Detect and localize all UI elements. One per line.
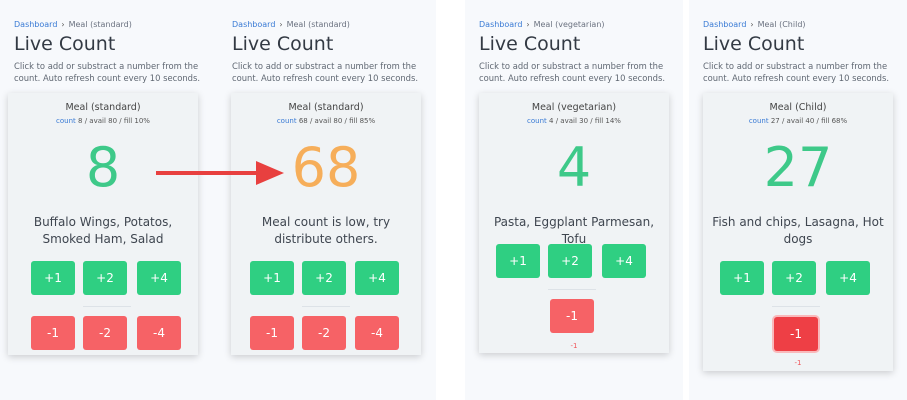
subtract-feedback: -1 [570,342,578,350]
subtract-4-button[interactable]: -4 [137,316,181,350]
breadcrumb-current: Meal (standard) [68,20,132,29]
subtract-2-button[interactable]: -2 [302,316,346,350]
meal-items: Fish and chips, Lasagna, Hot dogs [712,215,884,246]
subtract-4-button[interactable]: -4 [355,316,399,350]
live-count-panel-vegetarian: Dashboard › Meal (vegetarian) Live Count C… [465,0,683,400]
breadcrumb: Dashboard › Meal (vegetarian) [479,20,605,29]
breadcrumb-current: Meal (Child) [757,20,806,29]
add-1-button[interactable]: +1 [720,261,764,295]
breadcrumb-dashboard-link[interactable]: Dashboard [14,20,58,29]
low-count-warning: Meal count is low, try distribute others… [261,215,391,246]
meal-card: Meal (vegetarian) count 4 / avail 30 / f… [479,93,669,353]
live-count-panel-standard-before: Dashboard › Meal (standard) Live Count Cli… [0,0,218,400]
subtract-1-button[interactable]: -1 [550,299,594,333]
breadcrumb-current: Meal (standard) [286,20,350,29]
transition-arrow-icon [156,161,284,185]
count-stats: 4 / avail 30 / fill 14% [549,117,621,125]
meal-items: Buffalo Wings, Potatos, Smoked Ham, Sala… [33,215,173,246]
breadcrumb: Dashboard › Meal (standard) [232,20,350,29]
meal-stats: count 8 / avail 80 / fill 10% [8,117,198,125]
chevron-right-icon: › [61,20,65,29]
count-number: 4 [556,136,592,199]
live-count-panel-child: Dashboard › Meal (Child) Live Count Click … [689,0,907,400]
meal-name: Meal (standard) [65,102,141,113]
meal-name: Meal (Child) [769,102,827,113]
page-description: Click to add or substract a number from … [703,61,889,83]
page-description: Click to add or substract a number from … [479,61,665,83]
add-4-button[interactable]: +4 [137,261,181,295]
page-title: Live Count [703,33,805,55]
add-2-button[interactable]: +2 [83,261,127,295]
meal-card: Meal (Child) count 27 / avail 40 / fill … [703,93,893,371]
add-2-button[interactable]: +2 [548,244,592,278]
count-label: count [276,117,297,125]
meal-items: Pasta, Eggplant Parmesan, Tofu [493,215,655,246]
count-stats: 8 / avail 80 / fill 10% [78,117,150,125]
breadcrumb-current: Meal (vegetarian) [533,20,605,29]
subtract-1-button[interactable]: -1 [31,316,75,350]
chevron-right-icon: › [750,20,754,29]
add-1-button[interactable]: +1 [31,261,75,295]
breadcrumb-dashboard-link[interactable]: Dashboard [232,20,276,29]
subtract-feedback: -1 [794,359,802,367]
meal-name: Meal (vegetarian) [531,102,617,113]
subtract-2-button[interactable]: -2 [83,316,127,350]
chevron-right-icon: › [279,20,283,29]
meal-stats: count 68 / avail 80 / fill 85% [231,117,421,125]
count-number: 27 [763,136,833,199]
page-description: Click to add or substract a number from … [232,61,418,83]
add-2-button[interactable]: +2 [772,261,816,295]
add-4-button[interactable]: +4 [602,244,646,278]
meal-stats: count 4 / avail 30 / fill 14% [479,117,669,125]
add-2-button[interactable]: +2 [302,261,346,295]
subtract-1-button[interactable]: -1 [774,317,818,351]
add-1-button[interactable]: +1 [496,244,540,278]
page-description: Click to add or substract a number from … [14,61,200,83]
meal-stats: count 27 / avail 40 / fill 68% [703,117,893,125]
page-title: Live Count [479,33,581,55]
count-label: count [527,117,547,125]
add-1-button[interactable]: +1 [250,261,294,295]
breadcrumb-dashboard-link[interactable]: Dashboard [479,20,523,29]
subtract-1-button[interactable]: -1 [250,316,294,350]
meal-card: Meal (standard) count 8 / avail 80 / fil… [8,93,198,355]
live-count-panel-standard-after: Dashboard › Meal (standard) Live Count Cli… [218,0,436,400]
page-title: Live Count [232,33,334,55]
button-divider [83,306,131,307]
breadcrumb: Dashboard › Meal (standard) [14,20,132,29]
meal-card: Meal (standard) count 68 / avail 80 / fi… [231,93,421,355]
add-4-button[interactable]: +4 [355,261,399,295]
button-divider [772,306,820,307]
breadcrumb: Dashboard › Meal (Child) [703,20,806,29]
add-4-button[interactable]: +4 [826,261,870,295]
count-stats: 27 / avail 40 / fill 68% [770,117,848,125]
button-divider [548,289,596,290]
count-number: 8 [85,136,121,199]
count-label: count [748,117,769,125]
count-stats: 68 / avail 80 / fill 85% [298,117,376,125]
chevron-right-icon: › [526,20,530,29]
count-label: count [56,117,76,125]
meal-name: Meal (standard) [288,102,364,113]
breadcrumb-dashboard-link[interactable]: Dashboard [703,20,747,29]
page-title: Live Count [14,33,116,55]
count-number: 68 [291,136,361,199]
button-divider [302,306,350,307]
